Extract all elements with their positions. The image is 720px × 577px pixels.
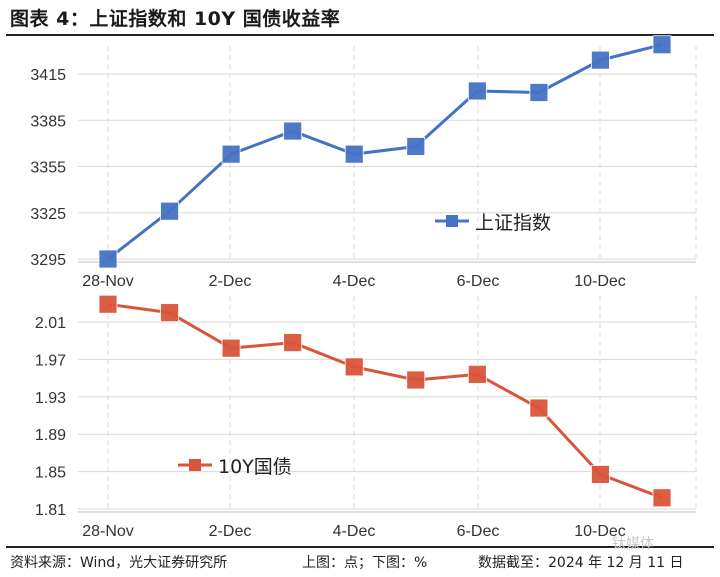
y-tick-label: 3295 [30,252,66,269]
y-tick-label: 3325 [30,206,66,223]
legend-marker [189,459,201,471]
y-tick-label: 1.97 [35,352,66,369]
data-point [283,333,303,352]
data-point [344,357,364,377]
x-tick-label: 6-Dec [457,523,500,540]
index-line [107,43,663,261]
x-tick-label: 2-Dec [209,273,252,290]
footer-rule [6,546,714,548]
y-tick-label: 1.89 [35,427,66,444]
data-point [406,370,426,390]
data-point [529,83,549,102]
data-point [467,81,487,101]
watermark-logo: 钛媒体 [612,536,654,552]
x-tick-label: 4-Dec [333,273,376,290]
title-rule [6,34,714,36]
x-tick-label: 28-Nov [82,273,134,290]
source-note: 资料来源：Wind，光大证券研究所 [10,555,228,571]
data-point [221,338,241,358]
y-tick-label: 1.81 [35,502,66,519]
y-tick-label: 1.85 [35,465,66,482]
y-tick-label: 2.01 [35,315,66,332]
data-point [283,121,303,141]
data-point [652,35,672,55]
x-tick-label: 10-Dec [574,523,626,540]
figure-title: 图表 4：上证指数和 10Y 国债收益率 [10,8,341,30]
x-tick-label: 6-Dec [457,273,500,290]
data-point [221,144,241,164]
unit-note: 上图：点；下图：% [302,555,428,571]
data-point [652,488,672,508]
bond-panel: 1.81 1.85 1.89 1.93 1.97 2.01 28-Nov 2-Dec 4-Dec… [35,294,697,540]
y-tick-label: 1.93 [35,390,66,407]
data-point [529,398,549,418]
x-tick-label: 10-Dec [574,273,626,290]
data-point [467,364,487,384]
data-point [160,201,179,221]
data-point [160,303,179,323]
y-tick-label: 3415 [30,67,66,84]
y-tick-label: 3355 [30,160,66,177]
data-point [591,465,610,484]
x-tick-label: 28-Nov [82,523,134,540]
x-tick-label: 4-Dec [333,523,376,540]
x-tick-label: 2-Dec [209,523,252,540]
data-point [98,249,118,269]
data-point [406,137,426,156]
y-tick-label: 3385 [30,113,66,130]
legend-label: 上证指数 [475,212,551,234]
legend-marker [446,215,458,227]
data-point [98,294,118,314]
legend-label: 10Y国债 [218,456,292,478]
data-point [344,144,364,164]
bond-line [107,302,663,500]
data-date: 数据截至：2024 年 12 月 11 日 [478,555,684,571]
index-panel: 3295 3325 3355 3385 3415 28-Nov 2-Dec 4-Dec 6-De… [30,35,697,290]
data-point [591,50,610,70]
